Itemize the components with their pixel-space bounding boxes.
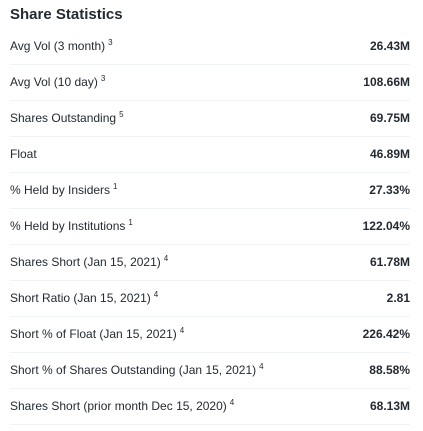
table-row: Avg Vol (10 day) 3 108.66M — [10, 64, 410, 100]
row-label: Short % of Shares Outstanding (Jan 15, 2… — [10, 363, 257, 377]
row-value: 88.58% — [369, 363, 410, 377]
table-row: Shares Short (Jan 15, 2021) 4 61.78M — [10, 244, 410, 280]
footnote-marker: 4 — [163, 254, 169, 263]
row-value: 27.33% — [369, 183, 410, 197]
footnote-marker: 3 — [100, 74, 106, 83]
row-value: 68.13M — [369, 399, 410, 413]
table-row: Float 46.89M — [10, 136, 410, 172]
row-value: 2.81 — [386, 291, 410, 305]
row-value: 69.75M — [369, 111, 410, 125]
row-value: 61.78M — [369, 255, 410, 269]
table-row: % Held by Insiders 1 27.33% — [10, 172, 410, 208]
footnote-marker: 4 — [179, 326, 185, 335]
table-row: Short % of Float (Jan 15, 2021) 4 226.42% — [10, 316, 410, 352]
footnote-marker: 1 — [128, 218, 133, 227]
table-row: Avg Vol (3 month) 3 26.43M — [10, 28, 410, 64]
row-label-cell: Short Ratio (Jan 15, 2021) 4 — [10, 280, 347, 316]
row-label: Float — [10, 147, 37, 161]
row-label-cell: Avg Vol (3 month) 3 — [10, 28, 347, 64]
table-row: Shares Outstanding 5 69.75M — [10, 100, 410, 136]
row-label: Avg Vol (3 month) — [10, 38, 106, 53]
section-title: Share Statistics — [10, 6, 123, 23]
row-label-cell: Avg Vol (10 day) 3 — [10, 64, 347, 100]
row-value: 226.42% — [362, 327, 410, 341]
footnote-marker: 5 — [119, 110, 124, 119]
row-label: % Held by Insiders — [10, 183, 111, 197]
row-value: 122.04% — [362, 219, 410, 233]
row-label-cell: Short % of Float (Jan 15, 2021) 4 — [10, 316, 347, 352]
row-value: 46.89M — [369, 147, 410, 161]
row-label-cell: Shares Short (Jan 15, 2021) 4 — [10, 244, 347, 280]
table-row: Short % of Shares Outstanding (Jan 15, 2… — [10, 352, 410, 388]
row-label: Shares Short (Jan 15, 2021) — [10, 255, 161, 269]
table-row: Short Ratio (Jan 15, 2021) 4 2.81 — [10, 280, 410, 316]
row-label-cell: Short % of Shares Outstanding (Jan 15, 2… — [10, 352, 347, 388]
table-row: Shares Short (prior month Dec 15, 2020) 4… — [10, 388, 410, 424]
footnote-marker: 3 — [108, 37, 113, 47]
share-statistics-table: Avg Vol (3 month) 3 26.43M Avg Vol (10 da… — [10, 28, 410, 425]
table-row: % Held by Institutions 1 122.04% — [10, 208, 410, 244]
row-label: Short Ratio (Jan 15, 2021) — [10, 291, 151, 305]
row-label: Short % of Float (Jan 15, 2021) — [10, 327, 177, 341]
row-label-cell: % Held by Institutions 1 — [10, 208, 347, 244]
footnote-marker: 4 — [229, 398, 235, 407]
footnote-marker: 4 — [153, 290, 159, 299]
row-label-cell: Shares Short (prior month Dec 15, 2020) 4 — [10, 388, 347, 424]
row-label: % Held by Institutions — [10, 219, 126, 233]
row-label-cell: Shares Outstanding 5 — [10, 100, 347, 136]
row-label-cell: Float — [10, 136, 347, 172]
row-label: Shares Short (prior month Dec 15, 2020) — [10, 399, 227, 413]
footnote-marker: 1 — [113, 182, 118, 191]
row-value: 108.66M — [363, 75, 410, 89]
row-label: Shares Outstanding — [10, 111, 117, 125]
row-value: 26.43M — [369, 38, 410, 53]
footnote-marker: 4 — [259, 362, 264, 371]
row-label-cell: % Held by Insiders 1 — [10, 172, 347, 208]
row-label: Avg Vol (10 day) — [10, 75, 98, 89]
